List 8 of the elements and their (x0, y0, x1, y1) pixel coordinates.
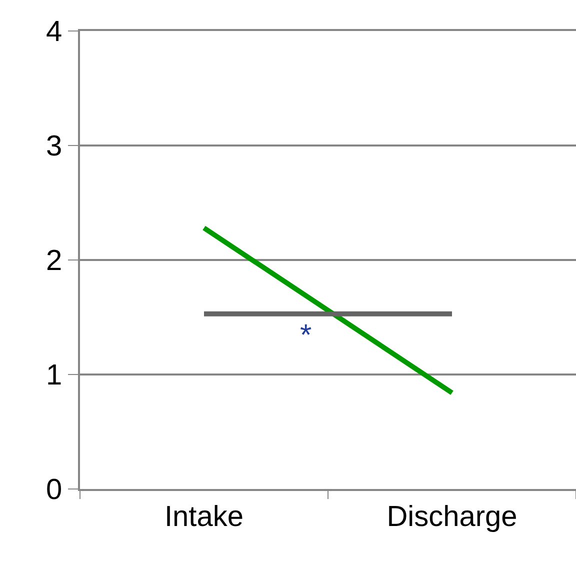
y-tick-label: 1 (46, 360, 62, 392)
x-tick-label: Intake (164, 500, 244, 533)
x-tick-label: Discharge (386, 500, 518, 533)
y-tick-label: 2 (46, 245, 62, 278)
y-tick-label: 3 (46, 130, 62, 163)
y-tick-label: 0 (46, 474, 62, 506)
y-tick-label: 4 (46, 16, 62, 48)
annotation: * (300, 319, 312, 352)
